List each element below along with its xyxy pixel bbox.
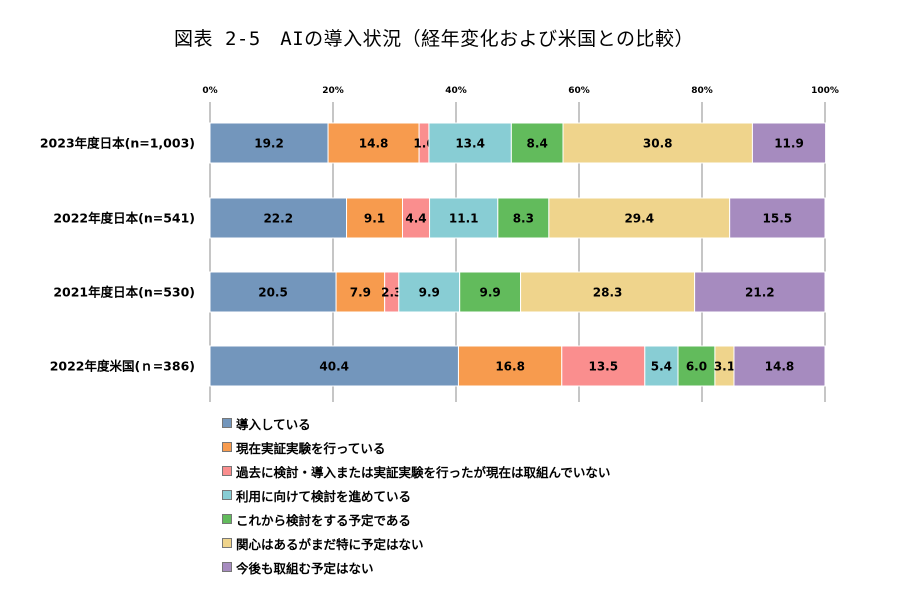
legend-label: 過去に検討・導入または実証実験を行ったが現在は取組んでいない (236, 464, 611, 480)
x-tick-label: 40% (445, 86, 467, 96)
legend-label: 導入している (236, 416, 311, 432)
legend-swatch (222, 538, 232, 548)
data-label: 16.8 (495, 360, 525, 374)
legend-label: 利用に向けて検討を進めている (236, 488, 412, 504)
data-label: 11.1 (449, 212, 479, 226)
bar-segment (677, 345, 716, 387)
data-label: 6.0 (686, 360, 707, 374)
bar-segment (459, 271, 522, 313)
legend-swatch (222, 562, 232, 572)
legend-item: 現在実証実験を行っている (222, 435, 610, 459)
bar-segment (497, 197, 550, 239)
x-tick-label: 0% (202, 86, 217, 96)
data-label: 20.5 (258, 286, 288, 300)
bar-segment (209, 197, 348, 239)
x-tick-label: 80% (691, 86, 713, 96)
legend-item: 導入している (222, 411, 610, 435)
data-label: 14.8 (359, 137, 389, 151)
bar-segment (398, 271, 461, 313)
legend-item: 今後も取組む予定はない (222, 555, 610, 579)
bar-segment (561, 345, 646, 387)
bar-segment (209, 122, 329, 164)
bar-segment (429, 197, 499, 239)
legend-item: 過去に検討・導入または実証実験を行ったが現在は取組んでいない (222, 459, 610, 483)
legend-swatch (222, 442, 232, 452)
legend-swatch (222, 466, 232, 476)
data-label: 29.4 (624, 212, 654, 226)
bar-segment (335, 271, 386, 313)
data-label: 11.9 (774, 137, 804, 151)
bar-segment (733, 345, 826, 387)
data-label: 14.8 (765, 360, 795, 374)
bar-segment (327, 122, 420, 164)
bar-segment (209, 271, 337, 313)
data-label: 3.1 (714, 360, 735, 374)
bar-segment (346, 197, 403, 239)
bar-segment (751, 122, 827, 164)
legend-swatch (222, 514, 232, 524)
data-label: 8.3 (513, 212, 534, 226)
category-label: 2022年度日本(n=541) (53, 211, 195, 226)
chart-title: 図表 2-5 AIの導入状況（経年変化および米国との比較） (174, 28, 694, 50)
x-tick-label: 100% (811, 86, 839, 96)
data-label: 21.2 (745, 286, 775, 300)
x-tick-label: 20% (322, 86, 344, 96)
data-label: 4.4 (405, 212, 426, 226)
data-label: 15.5 (763, 212, 793, 226)
data-label: 9.1 (364, 212, 385, 226)
legend-swatch (222, 418, 232, 428)
legend-label: これから検討をする予定である (236, 512, 411, 528)
data-label: 5.4 (651, 360, 672, 374)
data-label: 9.9 (419, 286, 440, 300)
data-label: 13.4 (455, 137, 485, 151)
category-label: 2022年度米国(ｎ=386) (50, 359, 195, 374)
data-label: 19.2 (254, 137, 284, 151)
bar-segment (401, 197, 431, 239)
bar-segment (428, 122, 512, 164)
data-label: 8.4 (527, 137, 548, 151)
legend-label: 今後も取組む予定はない (236, 560, 374, 576)
x-tick-label: 60% (568, 86, 590, 96)
bar-segment (510, 122, 564, 164)
bar-segment (520, 271, 696, 313)
legend-item: これから検討をする予定である (222, 507, 610, 531)
legend: 導入している現在実証実験を行っている過去に検討・導入または実証実験を行ったが現在… (222, 411, 610, 579)
data-label: 40.4 (319, 360, 349, 374)
legend-swatch (222, 490, 232, 500)
legend-label: 関心はあるがまだ特に予定はない (236, 536, 424, 552)
bar-segment (562, 122, 753, 164)
bar-segment (209, 345, 459, 387)
data-label: 13.5 (588, 360, 618, 374)
data-label: 22.2 (263, 212, 293, 226)
data-label: 28.3 (593, 286, 623, 300)
bar-segment (694, 271, 826, 313)
data-label: 30.8 (643, 137, 673, 151)
legend-item: 利用に向けて検討を進めている (222, 483, 610, 507)
bar-segment (729, 197, 826, 239)
bar-segment (548, 197, 731, 239)
data-label: 7.9 (350, 286, 371, 300)
data-label: 9.9 (479, 286, 500, 300)
legend-item: 関心はあるがまだ特に予定はない (222, 531, 610, 555)
category-label: 2021年度日本(n=530) (53, 285, 195, 300)
legend-label: 現在実証実験を行っている (236, 440, 386, 456)
data-label: 2.3 (381, 286, 402, 300)
category-label: 2023年度日本(n=1,003) (40, 136, 195, 151)
